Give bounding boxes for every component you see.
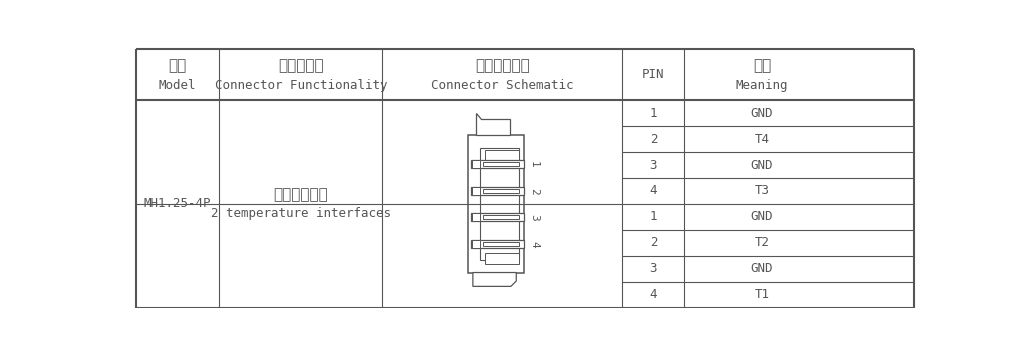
Bar xyxy=(471,213,524,221)
Text: T4: T4 xyxy=(755,133,769,146)
Text: Model: Model xyxy=(159,79,197,92)
Bar xyxy=(472,213,480,221)
Bar xyxy=(471,160,524,168)
Text: Connector Functionality: Connector Functionality xyxy=(215,79,387,92)
Text: 接插件示意图: 接插件示意图 xyxy=(475,58,529,73)
Bar xyxy=(471,186,524,195)
Bar xyxy=(483,242,518,246)
Text: GND: GND xyxy=(751,158,773,172)
Text: GND: GND xyxy=(751,107,773,119)
Text: 3: 3 xyxy=(649,263,657,275)
Text: 2: 2 xyxy=(529,188,539,194)
Text: 1: 1 xyxy=(529,161,539,167)
Text: Connector Schematic: Connector Schematic xyxy=(431,79,573,92)
Bar xyxy=(485,253,519,264)
Text: PIN: PIN xyxy=(642,68,665,81)
Text: 4: 4 xyxy=(649,289,657,301)
Bar xyxy=(483,162,518,166)
Text: GND: GND xyxy=(751,210,773,224)
Bar xyxy=(468,136,524,273)
Text: 2: 2 xyxy=(649,236,657,249)
Bar xyxy=(472,240,480,248)
Text: 含义: 含义 xyxy=(753,58,771,73)
Text: 接插件功能: 接插件功能 xyxy=(278,58,324,73)
Text: Meaning: Meaning xyxy=(735,79,788,92)
Text: T1: T1 xyxy=(755,289,769,301)
Text: 3: 3 xyxy=(529,214,539,220)
Text: 3: 3 xyxy=(649,158,657,172)
Text: T2: T2 xyxy=(755,236,769,249)
Text: 2: 2 xyxy=(649,133,657,146)
Text: MH1.25-4P: MH1.25-4P xyxy=(143,198,211,210)
Bar xyxy=(483,189,518,193)
Text: 4: 4 xyxy=(649,184,657,198)
Text: 温度接口２个: 温度接口２个 xyxy=(273,187,329,202)
Text: 型号: 型号 xyxy=(169,58,186,73)
Polygon shape xyxy=(473,273,516,286)
Text: T3: T3 xyxy=(755,184,769,198)
Text: 1: 1 xyxy=(649,107,657,119)
Bar xyxy=(472,160,480,168)
Bar xyxy=(472,187,480,195)
Bar xyxy=(471,240,524,248)
Bar xyxy=(480,148,518,260)
Text: GND: GND xyxy=(751,263,773,275)
Text: 1: 1 xyxy=(649,210,657,224)
Text: 2 temperature interfaces: 2 temperature interfaces xyxy=(211,207,391,220)
Bar xyxy=(483,215,518,219)
Bar xyxy=(485,150,519,161)
Polygon shape xyxy=(476,113,510,136)
Text: 4: 4 xyxy=(529,241,539,247)
